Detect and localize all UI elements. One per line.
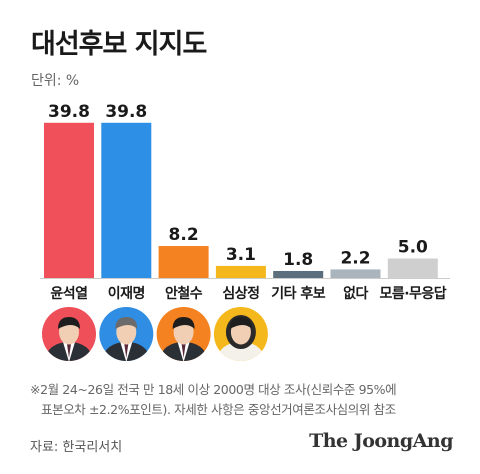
category-label-1: 윤석열 <box>50 285 87 302</box>
bar-5 <box>273 270 324 278</box>
chart-title: 대선후보 지지도 <box>31 29 207 60</box>
bar-7 <box>387 258 438 278</box>
note-line-1: ※2월 24~26일 전국 만 18세 이상 2000명 대상 조사(신뢰수준 … <box>30 382 397 397</box>
bar-chart: 39.8 윤석열 39.8 이재명 8.2 안철수 3.1 심상정 1.8 기타 후보 2.2 없다 5… <box>40 102 450 361</box>
source-label: 자료: 한국리서치 <box>30 440 123 455</box>
bar-3 <box>158 246 209 278</box>
value-label-6: 2.2 <box>340 248 370 268</box>
candidate-portrait-3 <box>156 307 211 361</box>
category-label-5: 기타 후보 <box>271 286 326 302</box>
value-label-4: 3.1 <box>226 245 256 265</box>
candidate-portrait-4 <box>213 307 268 361</box>
category-label-6: 없다 <box>343 286 368 302</box>
unit-label: 단위: % <box>31 73 80 89</box>
category-label-4: 심상정 <box>222 285 259 302</box>
category-label-3: 안철수 <box>165 285 203 302</box>
value-label-3: 8.2 <box>169 225 199 245</box>
value-label-5: 1.8 <box>283 250 313 270</box>
value-label-7: 5.0 <box>398 238 428 258</box>
survey-note: ※2월 24~26일 전국 만 18세 이상 2000명 대상 조사(신뢰수준 … <box>30 380 460 420</box>
category-label-2: 이재명 <box>108 285 145 302</box>
bar-4 <box>215 265 266 278</box>
candidate-portrait-2 <box>99 307 154 361</box>
value-label-2: 39.8 <box>105 102 147 122</box>
bar-1 <box>44 122 94 278</box>
brand-logo: The JoongAng <box>309 430 453 452</box>
bar-6 <box>330 269 381 278</box>
bar-2 <box>101 122 152 278</box>
candidate-portrait-1 <box>42 307 96 361</box>
value-label-1: 39.8 <box>48 102 90 122</box>
category-label-7: 모름·무응답 <box>379 285 446 302</box>
note-line-2: 표본오차 ±2.2%포인트). 자세한 사항은 중앙선거여론조사심의위 참조 <box>41 402 396 417</box>
